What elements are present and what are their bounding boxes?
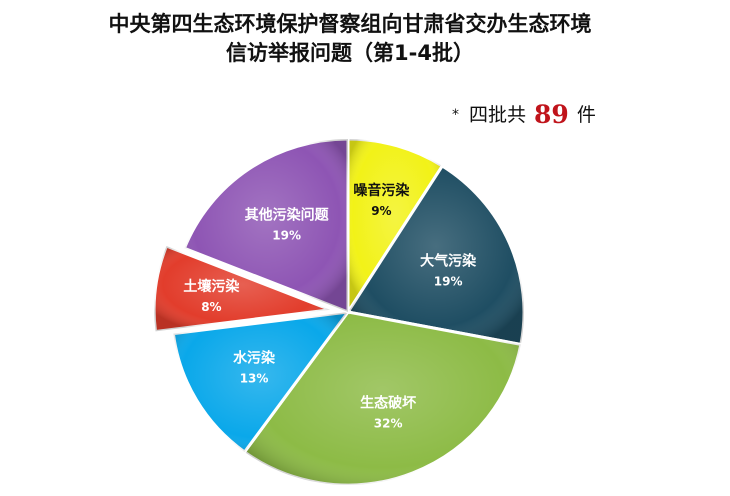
slice-percent-3: 32% bbox=[374, 417, 403, 431]
slice-percent-6: 19% bbox=[272, 228, 301, 242]
pie-slice-shade-5 bbox=[154, 246, 331, 332]
slice-label-2: 大气污染 bbox=[420, 252, 477, 269]
slice-percent-1: 9% bbox=[371, 204, 391, 218]
total-note-prefix: 四批共 bbox=[469, 104, 527, 126]
total-note-suffix: 件 bbox=[576, 104, 596, 126]
slice-percent-4: 13% bbox=[240, 372, 269, 386]
chart-title-line-2: 信访举报问题（第1-4批） bbox=[226, 41, 474, 65]
pie-slice-shade-1 bbox=[348, 139, 443, 312]
chart-title-line-1: 中央第四生态环境保护督察组向甘肃省交办生态环境 bbox=[108, 12, 592, 36]
slice-label-4: 水污染 bbox=[233, 350, 276, 367]
pie-slice-shade-3 bbox=[244, 312, 521, 485]
total-count-note: * 四批共 89 件 bbox=[452, 98, 596, 129]
slice-label-1: 噪音污染 bbox=[353, 182, 410, 199]
pie-slice-shade-6 bbox=[184, 139, 348, 312]
asterisk-marker: * bbox=[452, 107, 459, 123]
slice-label-3: 生态破坏 bbox=[360, 395, 416, 412]
pie-slice-shade-2 bbox=[348, 165, 524, 345]
slice-percent-5: 8% bbox=[201, 300, 221, 314]
total-count-value: 89 bbox=[534, 100, 569, 129]
chart-title: 中央第四生态环境保护督察组向甘肃省交办生态环境 信访举报问题（第1-4批） bbox=[0, 10, 700, 68]
slice-label-5: 土壤污染 bbox=[183, 278, 240, 295]
pie-slice-shade-4 bbox=[173, 312, 348, 452]
slice-label-6: 其他污染问题 bbox=[245, 206, 330, 223]
slice-percent-2: 19% bbox=[434, 274, 463, 288]
